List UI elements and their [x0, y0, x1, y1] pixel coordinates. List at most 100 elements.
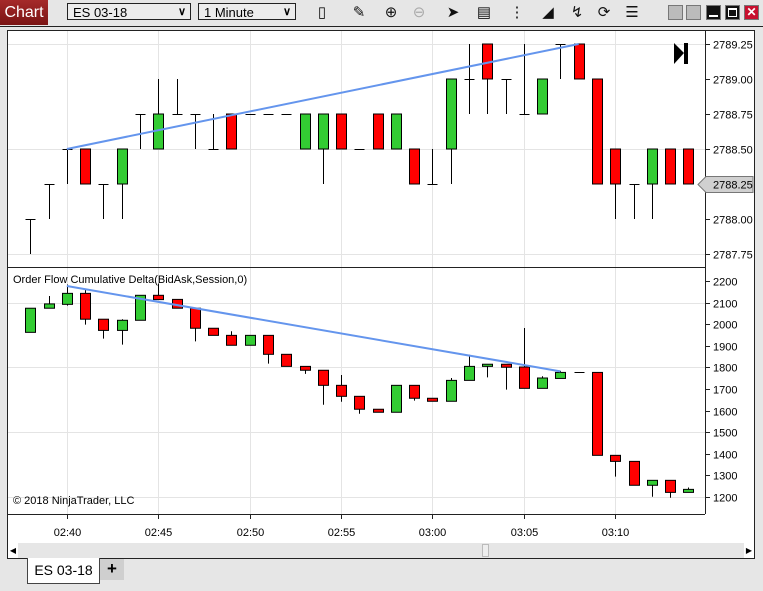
delta-bar: [336, 374, 347, 402]
delta-bar: [226, 331, 237, 346]
delta-body: [117, 319, 128, 331]
price-bar: [25, 219, 36, 254]
close-icon: ✕: [746, 5, 757, 19]
delta-body: [44, 303, 55, 309]
delta-bar: [44, 295, 55, 309]
strategies-icon[interactable]: ⋮: [509, 4, 525, 21]
delta-bar: [300, 365, 311, 374]
scroll-thumb[interactable]: [482, 544, 489, 557]
delta-bar: [501, 363, 512, 390]
delta-bar: [25, 307, 36, 333]
delta-body: [373, 408, 384, 413]
price-bar: [574, 43, 585, 80]
price-bar: [117, 148, 128, 219]
maximize-icon: [728, 8, 737, 17]
delta-body: [245, 334, 256, 346]
delta-label: 1600: [713, 407, 737, 419]
time-label: 02:55: [328, 527, 356, 539]
delta-label: 1800: [713, 363, 737, 375]
delta-body: [647, 479, 658, 486]
properties-icon[interactable]: ☰: [625, 4, 639, 21]
tile-button[interactable]: [668, 5, 683, 20]
delta-bar: [80, 288, 91, 325]
time-label: 02:40: [54, 527, 82, 539]
price-bar: [501, 79, 512, 114]
price-trendline: [66, 43, 579, 150]
delta-body: [354, 395, 365, 410]
price-bar: [300, 113, 311, 150]
price-bar: [629, 184, 640, 219]
delta-body: [226, 334, 237, 346]
delta-body: [281, 353, 292, 367]
price-bar: [44, 184, 55, 219]
time-label: 02:45: [145, 527, 173, 539]
pencil-icon[interactable]: ✎: [352, 4, 366, 21]
price-body: [537, 78, 548, 115]
drawing-tools-icon[interactable]: ↯: [570, 4, 584, 21]
interval-selector[interactable]: 1 Minute ∨: [198, 3, 296, 20]
delta-body: [263, 334, 274, 355]
chart-menu-button[interactable]: Chart: [0, 0, 48, 25]
price-bar: [482, 43, 493, 114]
instrument-selector[interactable]: ES 03-18 ∨: [67, 3, 191, 20]
maximize-button[interactable]: [725, 5, 740, 20]
horizontal-scrollbar[interactable]: ◀ ▶: [8, 543, 754, 558]
delta-body: [208, 327, 219, 336]
bar-type-icon[interactable]: ▯: [317, 4, 327, 21]
delta-body: [464, 365, 475, 381]
indicators-icon[interactable]: ◢: [542, 4, 554, 21]
delta-bar: [208, 327, 219, 336]
price-body: [117, 148, 128, 185]
minimize-button[interactable]: [706, 5, 721, 20]
time-label: 03:10: [602, 527, 630, 539]
price-bar: [464, 44, 475, 114]
scroll-left-icon[interactable]: ◀: [8, 543, 18, 558]
instrument-value: ES 03-18: [73, 5, 128, 20]
price-label: 2788.50: [713, 145, 753, 157]
delta-body: [25, 307, 36, 333]
jump-to-end-icon[interactable]: [674, 43, 688, 64]
delta-bar: [62, 284, 73, 306]
delta-indicator-title: Order Flow Cumulative Delta(BidAsk,Sessi…: [13, 274, 247, 286]
delta-bar: [281, 353, 292, 367]
price-bar: [647, 148, 658, 219]
delta-body: [98, 318, 109, 331]
delta-label: 1300: [713, 471, 737, 483]
close-button[interactable]: ✕: [744, 5, 759, 20]
price-bar: [62, 149, 73, 184]
delta-body: [592, 371, 603, 456]
zoom-in-icon[interactable]: ⊕: [384, 4, 398, 21]
zoom-out-icon[interactable]: ⊖: [412, 4, 426, 21]
delta-bar: [409, 384, 420, 401]
toolbar-divider: [0, 26, 763, 27]
price-bar: [245, 114, 256, 115]
pointer-icon[interactable]: ➤: [446, 4, 460, 21]
delta-body: [427, 397, 438, 402]
price-bar: [354, 149, 365, 150]
copyright-label: © 2018 NinjaTrader, LLC: [13, 495, 134, 507]
delta-bar: [519, 328, 530, 389]
price-bar: [592, 78, 603, 185]
delta-bar: [245, 334, 256, 346]
add-tab-button[interactable]: +: [100, 559, 124, 580]
price-bar: [263, 114, 274, 115]
price-body: [647, 148, 658, 185]
price-bar: [135, 114, 146, 149]
tab-es-03-18[interactable]: ES 03-18: [27, 558, 100, 584]
delta-body: [336, 384, 347, 397]
price-bar: [98, 184, 109, 219]
price-bar: [281, 114, 292, 115]
price-body: [683, 148, 694, 185]
frame-bottom-border: [7, 558, 755, 559]
delta-bar: [391, 384, 402, 413]
time-label: 02:50: [237, 527, 265, 539]
data-box-icon[interactable]: ▤: [476, 4, 492, 21]
tile-button-2[interactable]: [686, 5, 701, 20]
reload-icon[interactable]: ⟳: [597, 4, 611, 21]
scroll-right-icon[interactable]: ▶: [744, 543, 754, 558]
delta-bar: [464, 354, 475, 381]
delta-trendline: [66, 285, 561, 373]
delta-body: [683, 488, 694, 493]
delta-bar: [592, 371, 603, 456]
